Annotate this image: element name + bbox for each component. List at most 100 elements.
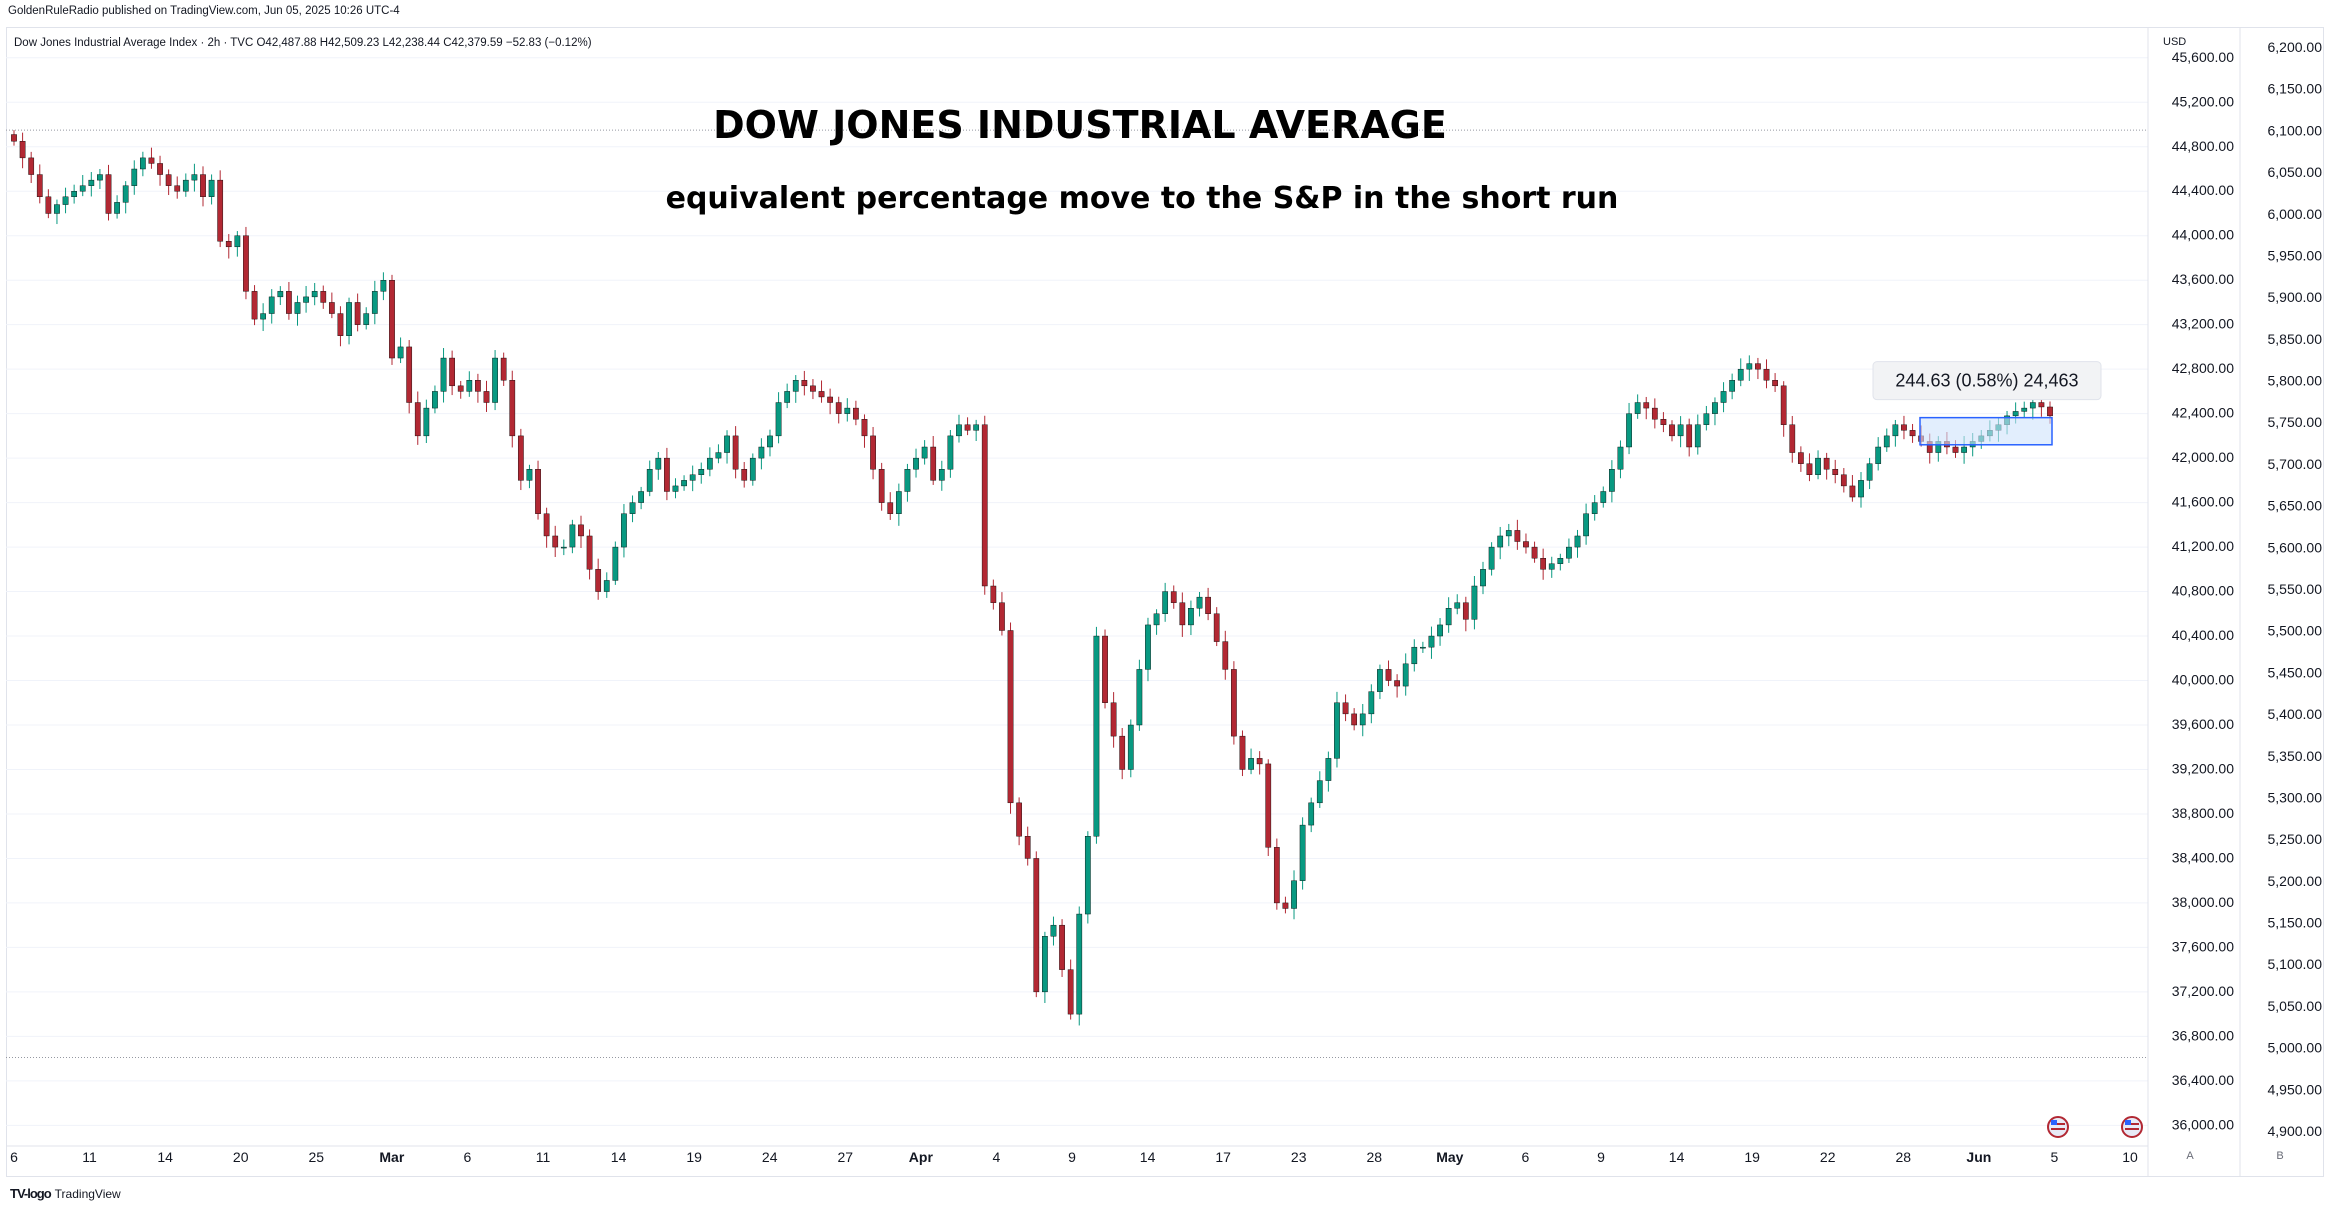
price-tick-label: 45,600.00: [2172, 49, 2234, 65]
candle-body: [36, 174, 43, 197]
candle-body: [1282, 902, 1289, 909]
candle-body: [981, 424, 988, 587]
candle-body: [741, 469, 748, 481]
sp-price-tick-label: 6,150.00: [2268, 81, 2323, 97]
candle-body: [1119, 735, 1126, 770]
measure-label: 244.63 (0.58%) 24,463: [1895, 371, 2078, 391]
time-tick-label: 22: [1820, 1149, 1836, 1165]
candle-body: [1256, 758, 1263, 765]
candle-body: [1686, 424, 1693, 448]
candle-body: [234, 235, 241, 248]
sp-price-tick-label: 5,750.00: [2268, 414, 2323, 430]
candle-body: [698, 469, 705, 475]
candle-body: [311, 291, 318, 298]
price-tick-label: 45,200.00: [2172, 93, 2234, 109]
candle-body: [371, 291, 378, 314]
candle-body: [784, 391, 791, 403]
time-tick-label: 11: [82, 1149, 97, 1165]
candle-body: [1411, 646, 1418, 665]
candle-body: [715, 452, 722, 459]
candle-body: [1076, 913, 1083, 1015]
candle-body: [827, 396, 833, 403]
candle-body: [947, 435, 954, 470]
candle-body: [560, 546, 567, 549]
price-tick-label: 44,000.00: [2172, 227, 2234, 243]
candle-body: [646, 469, 653, 492]
candle-body: [990, 585, 997, 603]
candle-body: [1162, 591, 1169, 614]
candle-body: [801, 380, 808, 387]
candle-body: [1377, 669, 1383, 692]
candle-body: [251, 291, 258, 320]
sp-price-tick-label: 5,050.00: [2268, 998, 2323, 1014]
candle-body: [930, 446, 937, 481]
log-scale-button[interactable]: B: [2276, 1150, 2284, 1162]
candle-body: [1050, 924, 1057, 937]
price-tick-label: 43,200.00: [2172, 316, 2234, 332]
candle-body: [1273, 847, 1280, 904]
candle-body: [1351, 713, 1358, 726]
price-tick-label: 40,400.00: [2172, 627, 2234, 643]
candle-body: [1420, 646, 1426, 649]
candle-body: [397, 346, 404, 359]
sp-price-tick-label: 6,200.00: [2268, 39, 2323, 55]
candle-body: [1574, 535, 1581, 548]
price-tick-label: 42,400.00: [2172, 405, 2234, 421]
candle-body: [174, 185, 181, 192]
candle-body: [1385, 669, 1392, 681]
candle-body: [904, 469, 911, 492]
time-tick-label: 25: [308, 1149, 324, 1165]
candle-body: [655, 457, 662, 470]
time-tick-label: Mar: [379, 1149, 404, 1165]
price-tick-label: 42,000.00: [2172, 449, 2234, 465]
candle-body: [724, 435, 730, 453]
candle-body: [328, 302, 335, 314]
candle-body: [1299, 824, 1306, 881]
candle-body: [200, 174, 206, 197]
candle-body: [1651, 407, 1658, 420]
time-tick-label: 19: [1744, 1149, 1760, 1165]
candle-body: [732, 435, 739, 470]
candle-body: [1806, 463, 1813, 475]
candle-body: [1557, 558, 1564, 564]
us-flag-icon[interactable]: [2047, 1116, 2069, 1138]
sp-price-tick-label: 5,100.00: [2268, 956, 2323, 972]
price-tick-label: 43,600.00: [2172, 271, 2234, 287]
candle-body: [1445, 608, 1452, 626]
candle-body: [500, 357, 507, 381]
candle-body: [509, 380, 516, 437]
price-tick-label: 38,000.00: [2172, 894, 2234, 910]
candle-body: [913, 457, 919, 470]
candle-body: [1462, 602, 1469, 620]
price-tick-label: 40,000.00: [2172, 672, 2234, 688]
sp-price-tick-label: 5,150.00: [2268, 915, 2323, 931]
candle-body: [139, 157, 146, 170]
candle-body: [62, 196, 69, 205]
candle-body: [1531, 546, 1538, 559]
candle-body: [1145, 624, 1151, 670]
auto-scale-button[interactable]: A: [2186, 1150, 2194, 1162]
candle-body: [1188, 608, 1194, 626]
candle-body: [1780, 385, 1787, 425]
candle-body: [1497, 535, 1504, 548]
time-tick-label: 9: [1597, 1149, 1605, 1165]
candle-body: [517, 435, 524, 481]
candle-body: [1729, 380, 1736, 392]
candle-body: [1746, 363, 1753, 370]
candle-body: [1720, 391, 1727, 403]
chart-frame[interactable]: [6, 27, 2324, 1177]
candle-body: [1308, 802, 1315, 826]
candle-body: [595, 569, 602, 592]
time-tick-label: 5: [2051, 1149, 2059, 1165]
sp-price-tick-label: 6,050.00: [2268, 164, 2323, 180]
candle-body: [423, 407, 430, 437]
candle-body: [1815, 457, 1821, 475]
us-flag-icon[interactable]: [2121, 1116, 2143, 1138]
candle-body: [346, 302, 352, 337]
candle-body: [552, 535, 559, 548]
candle-body: [1875, 446, 1882, 464]
footer[interactable]: TV-logo TradingView: [10, 1186, 121, 1201]
candle-body: [191, 174, 198, 181]
candle-body: [2038, 402, 2045, 408]
